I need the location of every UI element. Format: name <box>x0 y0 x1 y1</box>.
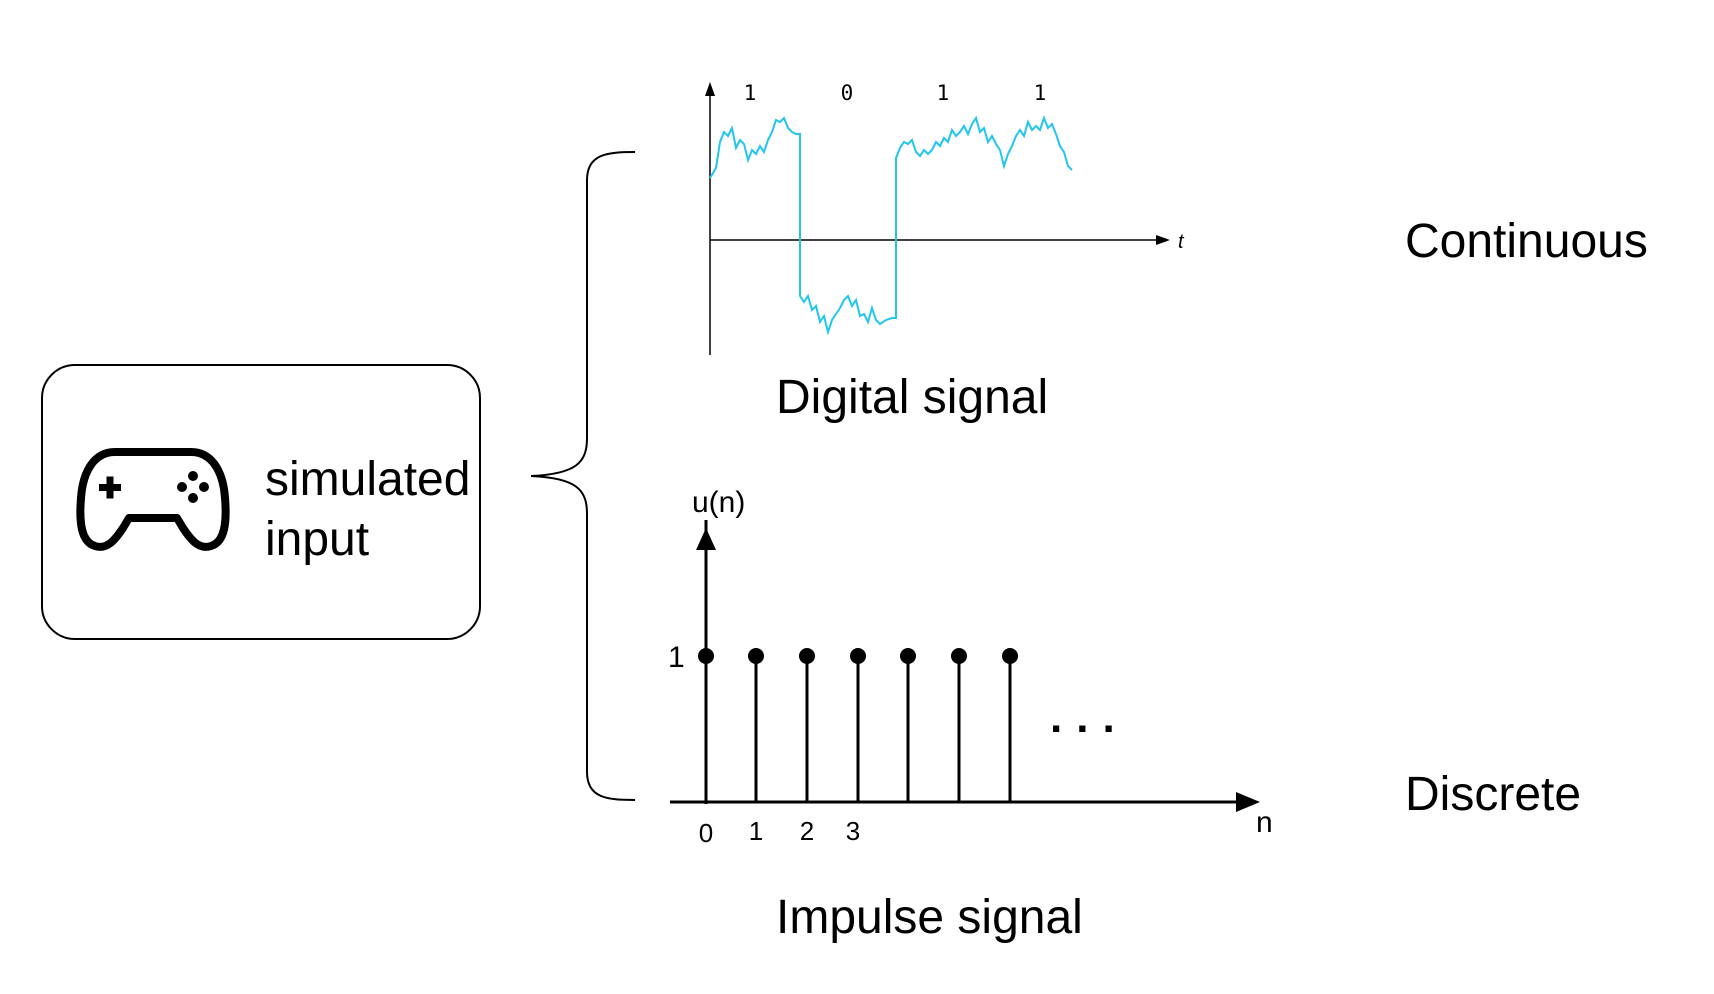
input-label-line1: simulated <box>265 453 471 506</box>
impulse-y-tick: 1 <box>668 641 685 674</box>
impulse-x-tick: 2 <box>800 816 814 846</box>
input-label-line2: input <box>265 513 370 566</box>
impulse-y-arrow <box>696 528 716 550</box>
impulse-stem-head <box>698 648 714 664</box>
impulse-stem-head <box>951 648 967 664</box>
digital-waveform <box>709 115 1073 336</box>
impulse-x-tick: 0 <box>699 818 713 848</box>
impulse-stem-head <box>900 648 916 664</box>
continuous-label: Continuous <box>1405 215 1648 268</box>
impulse-y-label: u(n) <box>692 486 745 519</box>
curly-brace <box>530 151 636 801</box>
impulse-x-arrow <box>1236 792 1260 812</box>
impulse-x-label: n <box>1256 806 1273 839</box>
impulse-signal-caption: Impulse signal <box>776 891 1083 944</box>
digital-x-arrow <box>1156 235 1170 245</box>
impulse-stem-head <box>748 648 764 664</box>
impulse-x-tick: 1 <box>749 816 763 846</box>
digital-axis-label: t <box>1178 231 1185 253</box>
digital-signal-plot: t 1 0 1 1 <box>705 81 1185 355</box>
discrete-label: Discrete <box>1405 768 1582 821</box>
impulse-x-tick: 3 <box>846 816 860 846</box>
impulse-signal-plot: u(n) n 1 ... 0 1 2 3 <box>668 486 1273 848</box>
bit-label: 1 <box>744 81 757 105</box>
digital-signal-caption: Digital signal <box>776 371 1049 424</box>
impulse-stems <box>698 648 1018 802</box>
bit-label: 1 <box>1034 81 1047 105</box>
bit-label: 1 <box>937 81 950 105</box>
impulse-stem-head <box>850 648 866 664</box>
impulse-ellipsis: ... <box>1050 693 1129 742</box>
bit-label: 0 <box>841 81 854 105</box>
impulse-stem-head <box>1002 648 1018 664</box>
simulated-input-box: simulated input <box>41 364 481 640</box>
simulated-input-label: simulated input <box>265 450 470 570</box>
gamepad-icon <box>76 448 230 551</box>
impulse-stem-head <box>799 648 815 664</box>
digital-y-arrow <box>705 82 715 96</box>
